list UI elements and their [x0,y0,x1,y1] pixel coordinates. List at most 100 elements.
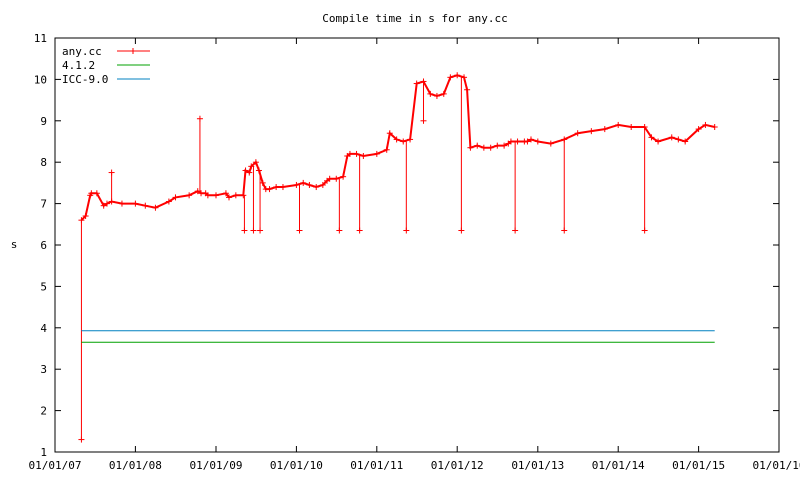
y-tick-label: 9 [40,115,47,128]
data-point-marker [204,192,211,199]
data-point-marker [336,227,343,234]
x-tick-label: 01/01/08 [109,459,162,472]
data-point-marker [447,74,454,81]
data-point-marker [82,213,89,220]
series-line [80,74,715,221]
data-point-marker [108,169,115,176]
data-point-marker [461,74,468,81]
data-point-marker [682,138,689,145]
data-point-marker [250,227,257,234]
data-point-marker [695,126,702,133]
data-point-marker [266,186,273,193]
x-axis: 01/01/07 01/01/08 01/01/09 01/01/10 01/01/11… [29,38,800,472]
x-tick-label: 01/01/13 [511,459,564,472]
data-point-marker [383,146,390,153]
data-point-marker [296,227,303,234]
data-point-marker [241,227,248,234]
data-point-marker [186,192,193,199]
data-point-marker [464,86,471,93]
data-point-marker [346,150,353,157]
data-point-marker [601,126,608,133]
data-point-marker [427,90,434,97]
data-point-marker [333,175,340,182]
legend-item: 4.1.2 [62,59,150,72]
data-point-marker [252,159,259,166]
legend-label: ICC-9.0 [62,73,108,86]
data-point-marker [226,194,233,201]
data-point-marker [403,227,410,234]
data-point-marker [433,92,440,99]
y-tick-label: 5 [40,280,47,293]
data-point-marker [561,227,568,234]
data-point-marker [353,150,360,157]
data-point-marker [458,227,465,234]
plot-series [78,72,718,443]
data-point-marker [574,130,581,137]
x-tick-label: 01/01/16 [753,459,800,472]
data-point-marker [232,192,239,199]
y-tick-label: 6 [40,239,47,252]
data-point-marker [527,136,534,143]
data-point-marker [641,227,648,234]
y-tick-label: 4 [40,322,47,335]
x-tick-label: 01/01/12 [431,459,484,472]
data-point-marker [588,128,595,135]
x-tick-label: 01/01/09 [190,459,243,472]
data-point-marker [255,167,262,174]
data-point-marker [454,72,461,79]
data-point-marker [655,138,662,145]
data-point-marker [130,48,136,54]
data-point-marker [474,142,481,149]
data-point-marker [259,179,266,186]
data-point-marker [407,136,414,143]
y-tick-label: 3 [40,363,47,376]
data-point-marker [93,190,100,197]
legend-item: ICC-9.0 [62,73,150,86]
data-point-marker [420,117,427,124]
data-point-marker [340,173,347,180]
data-point-marker [213,192,220,199]
data-point-marker [103,200,110,207]
data-point-marker [196,115,203,122]
series-any-cc [78,72,718,443]
x-tick-label: 01/01/14 [592,459,645,472]
data-point-marker [507,138,514,145]
data-point-marker [628,124,635,131]
data-point-marker [534,138,541,145]
data-point-marker [702,121,709,128]
plot-frame [54,37,780,453]
data-point-marker [467,144,474,151]
chart-title: Compile time in s for any.cc [322,12,507,25]
data-point-marker [273,184,280,191]
data-point-marker [88,190,95,197]
data-point-marker [279,184,286,191]
legend-item: any.cc [62,45,150,58]
data-point-marker [547,140,554,147]
data-point-marker [165,198,172,205]
data-point-marker [373,150,380,157]
legend-label: 4.1.2 [62,59,95,72]
data-point-marker [319,181,326,188]
data-point-marker [360,152,367,159]
x-tick-label: 01/01/07 [29,459,82,472]
data-point-marker [440,90,447,97]
y-axis-label: s [11,238,18,251]
data-point-marker [501,142,508,149]
data-point-marker [118,200,125,207]
data-point-marker [413,80,420,87]
data-point-marker [615,121,622,128]
y-tick-label: 11 [34,32,47,45]
data-point-marker [675,136,682,143]
data-point-marker [152,204,159,211]
y-tick-label: 10 [34,73,47,86]
data-point-marker [222,190,229,197]
data-point-marker [100,202,107,209]
data-point-marker [132,200,139,207]
x-tick-label: 01/01/15 [672,459,725,472]
data-point-marker [512,227,519,234]
y-tick-label: 1 [40,446,47,459]
x-tick-label: 01/01/10 [270,459,323,472]
data-point-marker [257,227,264,234]
